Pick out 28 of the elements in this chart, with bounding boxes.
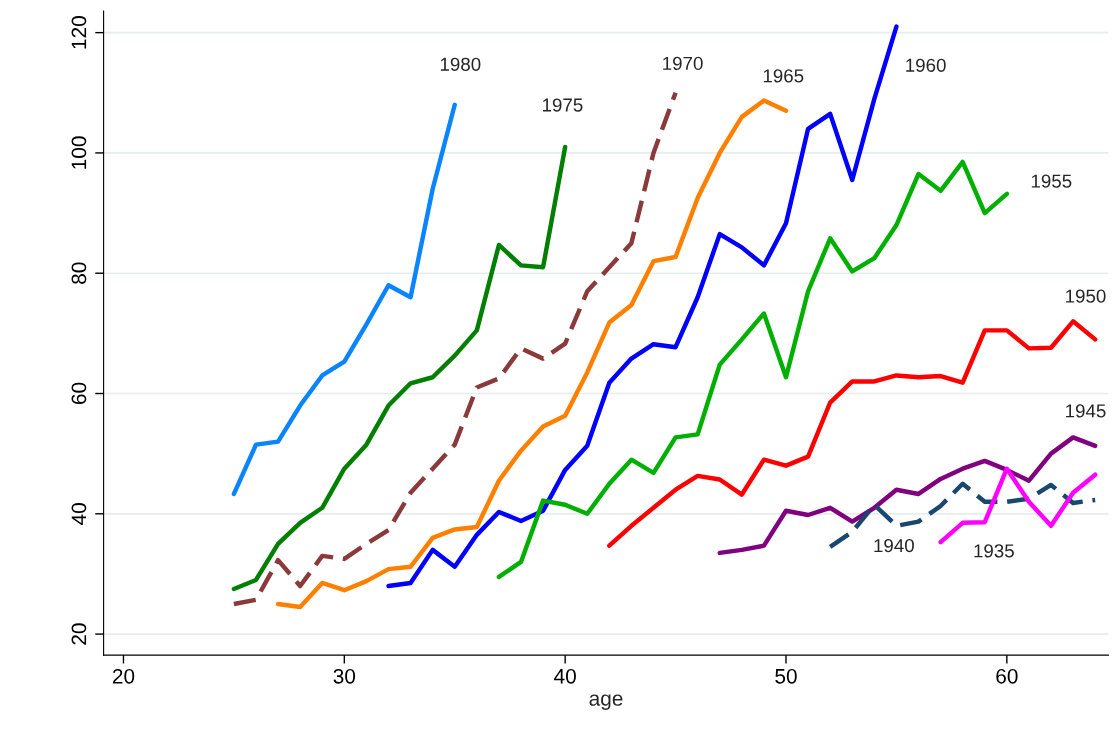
series-label: 1970	[663, 56, 703, 71]
x-tick-label: 60	[996, 668, 1018, 684]
line-series	[938, 466, 1098, 545]
x-tick-label: 40	[554, 668, 576, 684]
y-tick-label: 80	[71, 262, 87, 284]
x-tick-label: 30	[333, 668, 356, 684]
series-label: 1965	[763, 69, 804, 83]
series-label: 1980	[440, 57, 481, 71]
y-tick-label: 60	[71, 382, 87, 405]
y-tick-label: 40	[71, 503, 87, 525]
series-label: 1935	[974, 544, 1014, 558]
line-series	[717, 435, 1098, 556]
text: 1975	[542, 98, 583, 112]
line-series	[231, 144, 568, 592]
series-label: 1955	[1031, 174, 1072, 188]
x-tick-label: 50	[775, 668, 797, 684]
y-tick-label: 20	[71, 623, 87, 645]
line-series	[231, 102, 457, 497]
line-series	[231, 90, 678, 607]
y-tick-label: 120	[71, 16, 87, 49]
series-label: 1940	[874, 538, 914, 553]
x-axis-title: age	[589, 694, 623, 710]
series-label: 1960	[906, 58, 946, 72]
x-tick-label: 20	[112, 668, 135, 684]
line-series	[275, 98, 789, 610]
series-label: 1945	[1066, 404, 1106, 418]
y-tick-label: 100	[71, 136, 87, 169]
series-label: 1950	[1066, 289, 1106, 303]
